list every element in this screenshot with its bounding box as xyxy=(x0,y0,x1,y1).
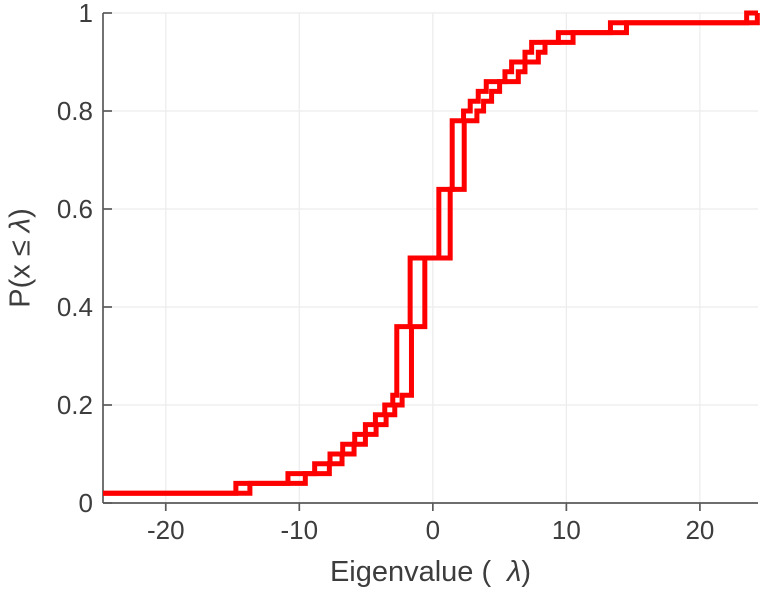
y-axis-label: P(x ≤ λ) xyxy=(5,208,38,307)
x-tick-label: 20 xyxy=(685,515,714,545)
x-tick-label: -10 xyxy=(281,515,319,545)
y-tick-label: 0.2 xyxy=(57,390,93,420)
cdf-curve-ecdf-sample-2 xyxy=(103,10,760,496)
y-tick-label: 1 xyxy=(79,0,93,28)
cdf-curve-ecdf-sample-1 xyxy=(103,10,758,496)
y-axis-label-close: ) xyxy=(4,208,37,218)
y-tick-label: 0 xyxy=(79,488,93,518)
y-tick-label: 0.6 xyxy=(57,194,93,224)
x-tick-label: 10 xyxy=(552,515,581,545)
lambda-symbol: λ xyxy=(4,217,37,233)
y-axis-label-text: P(x ≤ xyxy=(4,232,37,308)
x-tick-label: -20 xyxy=(147,515,185,545)
tick-labels: 0 0.2 0.4 0.6 0.8 1 -20 -10 0 10 20 xyxy=(57,0,715,545)
lambda-symbol: λ xyxy=(507,556,522,588)
axes xyxy=(102,12,758,511)
y-tick-label: 0.8 xyxy=(57,96,93,126)
x-axis-label-text: Eigenvalue ( xyxy=(329,556,492,588)
x-axis-label-close: ) xyxy=(521,556,532,588)
x-tick-label: 0 xyxy=(426,515,440,545)
y-tick-label: 0.4 xyxy=(57,292,93,322)
x-axis-label: Eigenvalue ( λ) xyxy=(103,556,758,589)
